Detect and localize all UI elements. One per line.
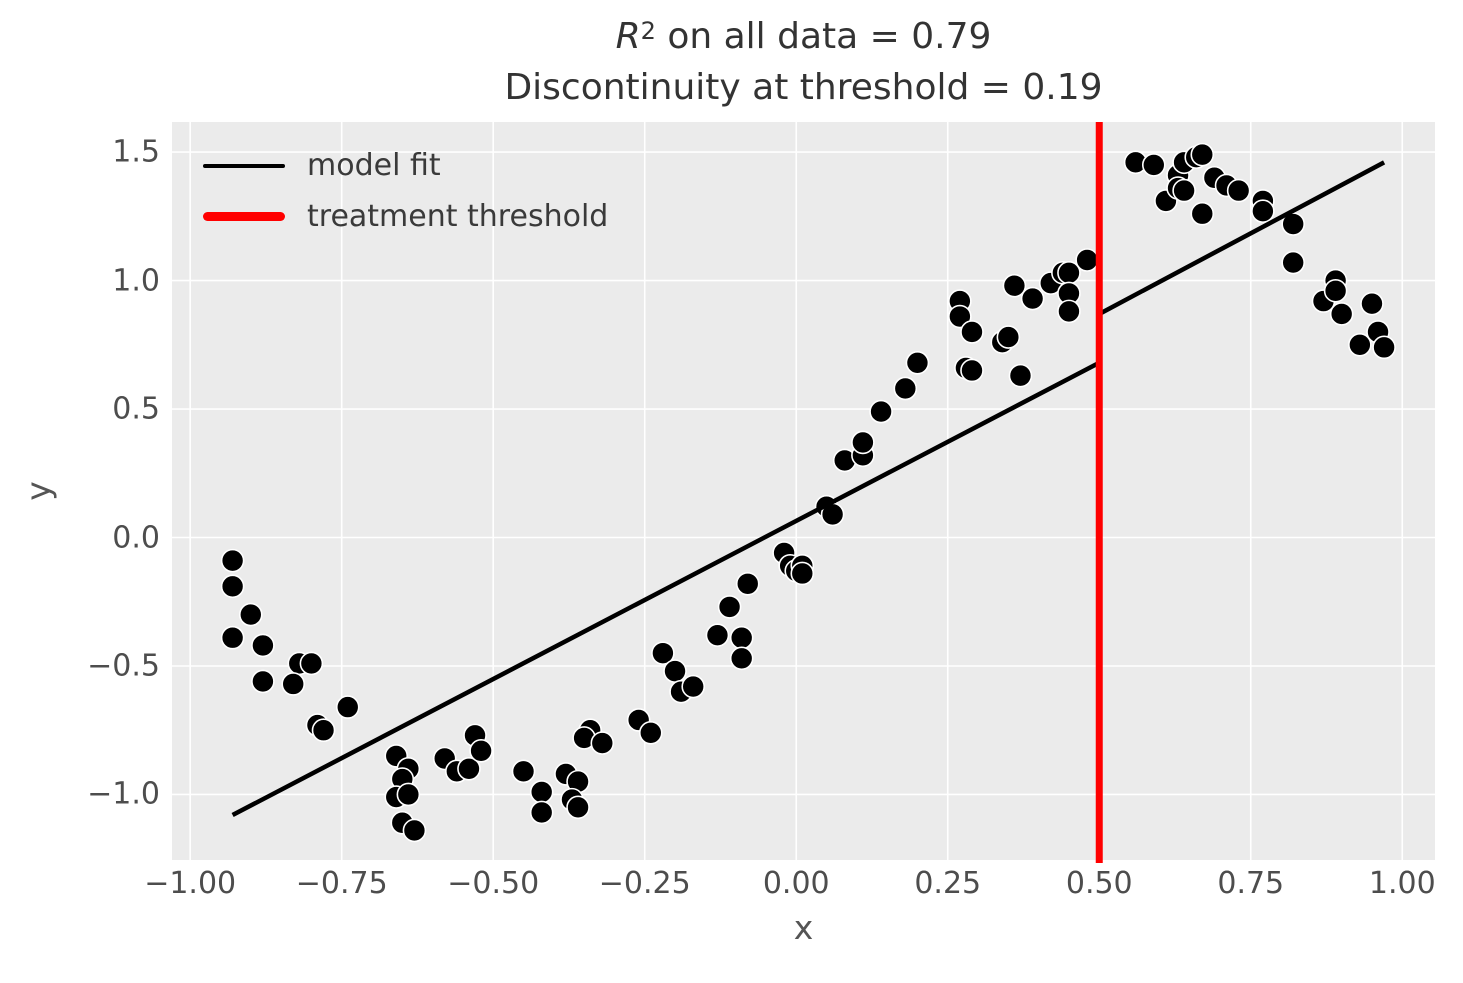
data-point <box>996 325 1021 349</box>
data-point <box>905 350 930 375</box>
data-point <box>1190 142 1215 167</box>
legend-label-treatment-threshold: treatment threshold <box>307 199 609 234</box>
data-point <box>529 800 554 825</box>
data-point <box>948 304 972 329</box>
x-tick-label: −0.75 <box>295 866 388 901</box>
data-point <box>1323 279 1348 303</box>
data-point <box>1020 286 1045 311</box>
data-point <box>529 780 554 804</box>
data-point <box>651 641 675 665</box>
legend-entry-model-fit: model fit <box>203 140 608 191</box>
data-point <box>663 659 687 683</box>
data-point <box>1348 332 1372 357</box>
data-point <box>869 399 893 424</box>
data-point <box>960 358 984 383</box>
treatment-threshold-line-swatch <box>203 212 285 221</box>
y-tick-label: −0.5 <box>87 648 160 684</box>
data-point <box>1172 178 1196 203</box>
data-point <box>1329 302 1354 326</box>
x-tick-label: 0.50 <box>1065 866 1133 901</box>
data-point <box>281 672 306 696</box>
data-point <box>299 651 324 676</box>
data-point <box>251 669 275 694</box>
data-point <box>469 738 493 763</box>
data-point <box>1190 201 1215 226</box>
data-point <box>566 795 590 820</box>
data-point <box>681 674 705 699</box>
data-point <box>1251 199 1275 223</box>
x-tick-label: 0.75 <box>1217 866 1285 901</box>
data-point <box>1008 363 1033 388</box>
data-point <box>1057 299 1081 324</box>
y-tick-label: 0.0 <box>112 520 160 555</box>
data-point <box>402 818 427 843</box>
data-point <box>960 320 984 344</box>
data-point <box>396 782 421 807</box>
data-point <box>729 625 754 650</box>
y-axis-label: y <box>18 481 58 501</box>
chart-title-line2: Discontinuity at threshold = 0.19 <box>504 67 1103 108</box>
x-tick-label: −0.25 <box>598 866 691 901</box>
x-tick-label: 0.25 <box>914 866 982 901</box>
data-point <box>735 571 760 596</box>
data-point <box>511 759 536 784</box>
x-tick-label: −0.50 <box>447 866 540 901</box>
data-point <box>220 574 245 599</box>
title-line1-text: on all data = 0.79 <box>655 16 992 57</box>
data-point <box>1226 178 1251 203</box>
chart-title-line1: R2 on all data = 0.79 <box>172 6 1435 62</box>
data-point <box>311 718 336 743</box>
data-point <box>790 561 815 586</box>
data-point <box>729 646 754 671</box>
data-point <box>251 633 275 658</box>
data-point <box>717 595 742 619</box>
data-point <box>590 731 615 755</box>
model-fit-line-swatch <box>203 163 285 168</box>
data-point <box>1281 250 1305 275</box>
x-tick-label: 1.00 <box>1368 866 1436 901</box>
x-tick-label: −1.00 <box>144 866 237 901</box>
data-point <box>705 623 730 647</box>
data-point <box>1141 153 1166 177</box>
legend-entry-treatment-threshold: treatment threshold <box>203 191 608 242</box>
data-point <box>220 625 245 650</box>
x-tick-label: 0.00 <box>762 866 830 901</box>
x-axis-label: x <box>793 908 814 947</box>
title-r-exponent: 2 <box>640 17 656 45</box>
data-point <box>638 721 663 745</box>
legend: model fit treatment threshold <box>203 140 608 242</box>
data-point <box>1075 248 1099 272</box>
data-point <box>220 548 245 573</box>
y-tick-label: −1.0 <box>87 776 160 812</box>
data-point <box>1360 291 1384 316</box>
data-point <box>1002 273 1027 298</box>
data-point <box>335 695 360 719</box>
title-r-symbol: R <box>615 16 641 57</box>
data-point <box>851 430 875 455</box>
data-point <box>238 602 263 627</box>
y-tick-label: 1.0 <box>112 263 160 299</box>
legend-label-model-fit: model fit <box>307 148 441 183</box>
y-tick-label: 1.5 <box>112 134 160 170</box>
data-point <box>457 756 481 781</box>
data-point <box>893 376 918 401</box>
chart-title: R2 on all data = 0.79 Discontinuity at t… <box>172 6 1435 113</box>
y-tick-label: 0.5 <box>112 391 160 427</box>
data-point <box>1372 335 1396 360</box>
